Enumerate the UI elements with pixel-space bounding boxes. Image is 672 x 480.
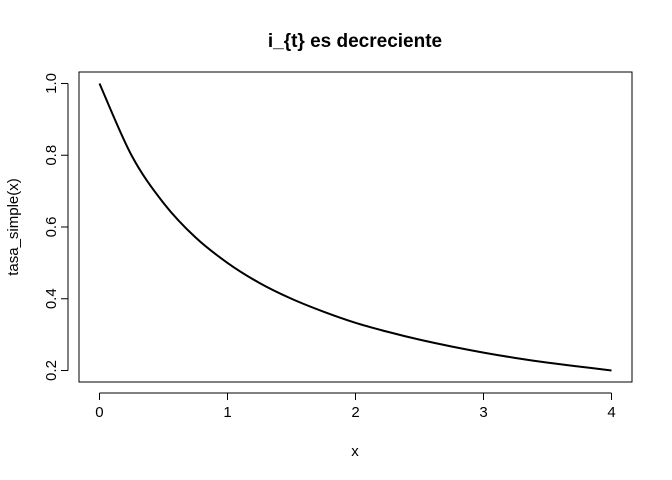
y-axis: 0.2 0.4 0.6 0.8 1.0 — [43, 73, 69, 381]
x-tick-label: 2 — [351, 404, 359, 421]
y-axis-label: tasa_simple(x) — [5, 178, 22, 276]
x-tick-label: 3 — [479, 404, 487, 421]
x-tick-label: 0 — [95, 404, 103, 421]
y-tick-label: 0.8 — [43, 145, 60, 166]
x-tick-label: 1 — [223, 404, 231, 421]
y-tick-label: 0.6 — [43, 217, 60, 238]
x-axis-label: x — [351, 443, 359, 460]
x-axis: 0 1 2 3 4 — [95, 392, 616, 421]
plot-box — [78, 71, 633, 383]
series-layer — [98, 83, 612, 372]
chart-title: i_{t} es decreciente — [268, 31, 442, 52]
x-tick-label: 4 — [607, 404, 615, 421]
y-tick-label: 1.0 — [43, 73, 60, 94]
y-tick-label: 0.4 — [43, 288, 60, 309]
series-line — [98, 83, 612, 372]
y-tick-label: 0.2 — [43, 360, 60, 381]
